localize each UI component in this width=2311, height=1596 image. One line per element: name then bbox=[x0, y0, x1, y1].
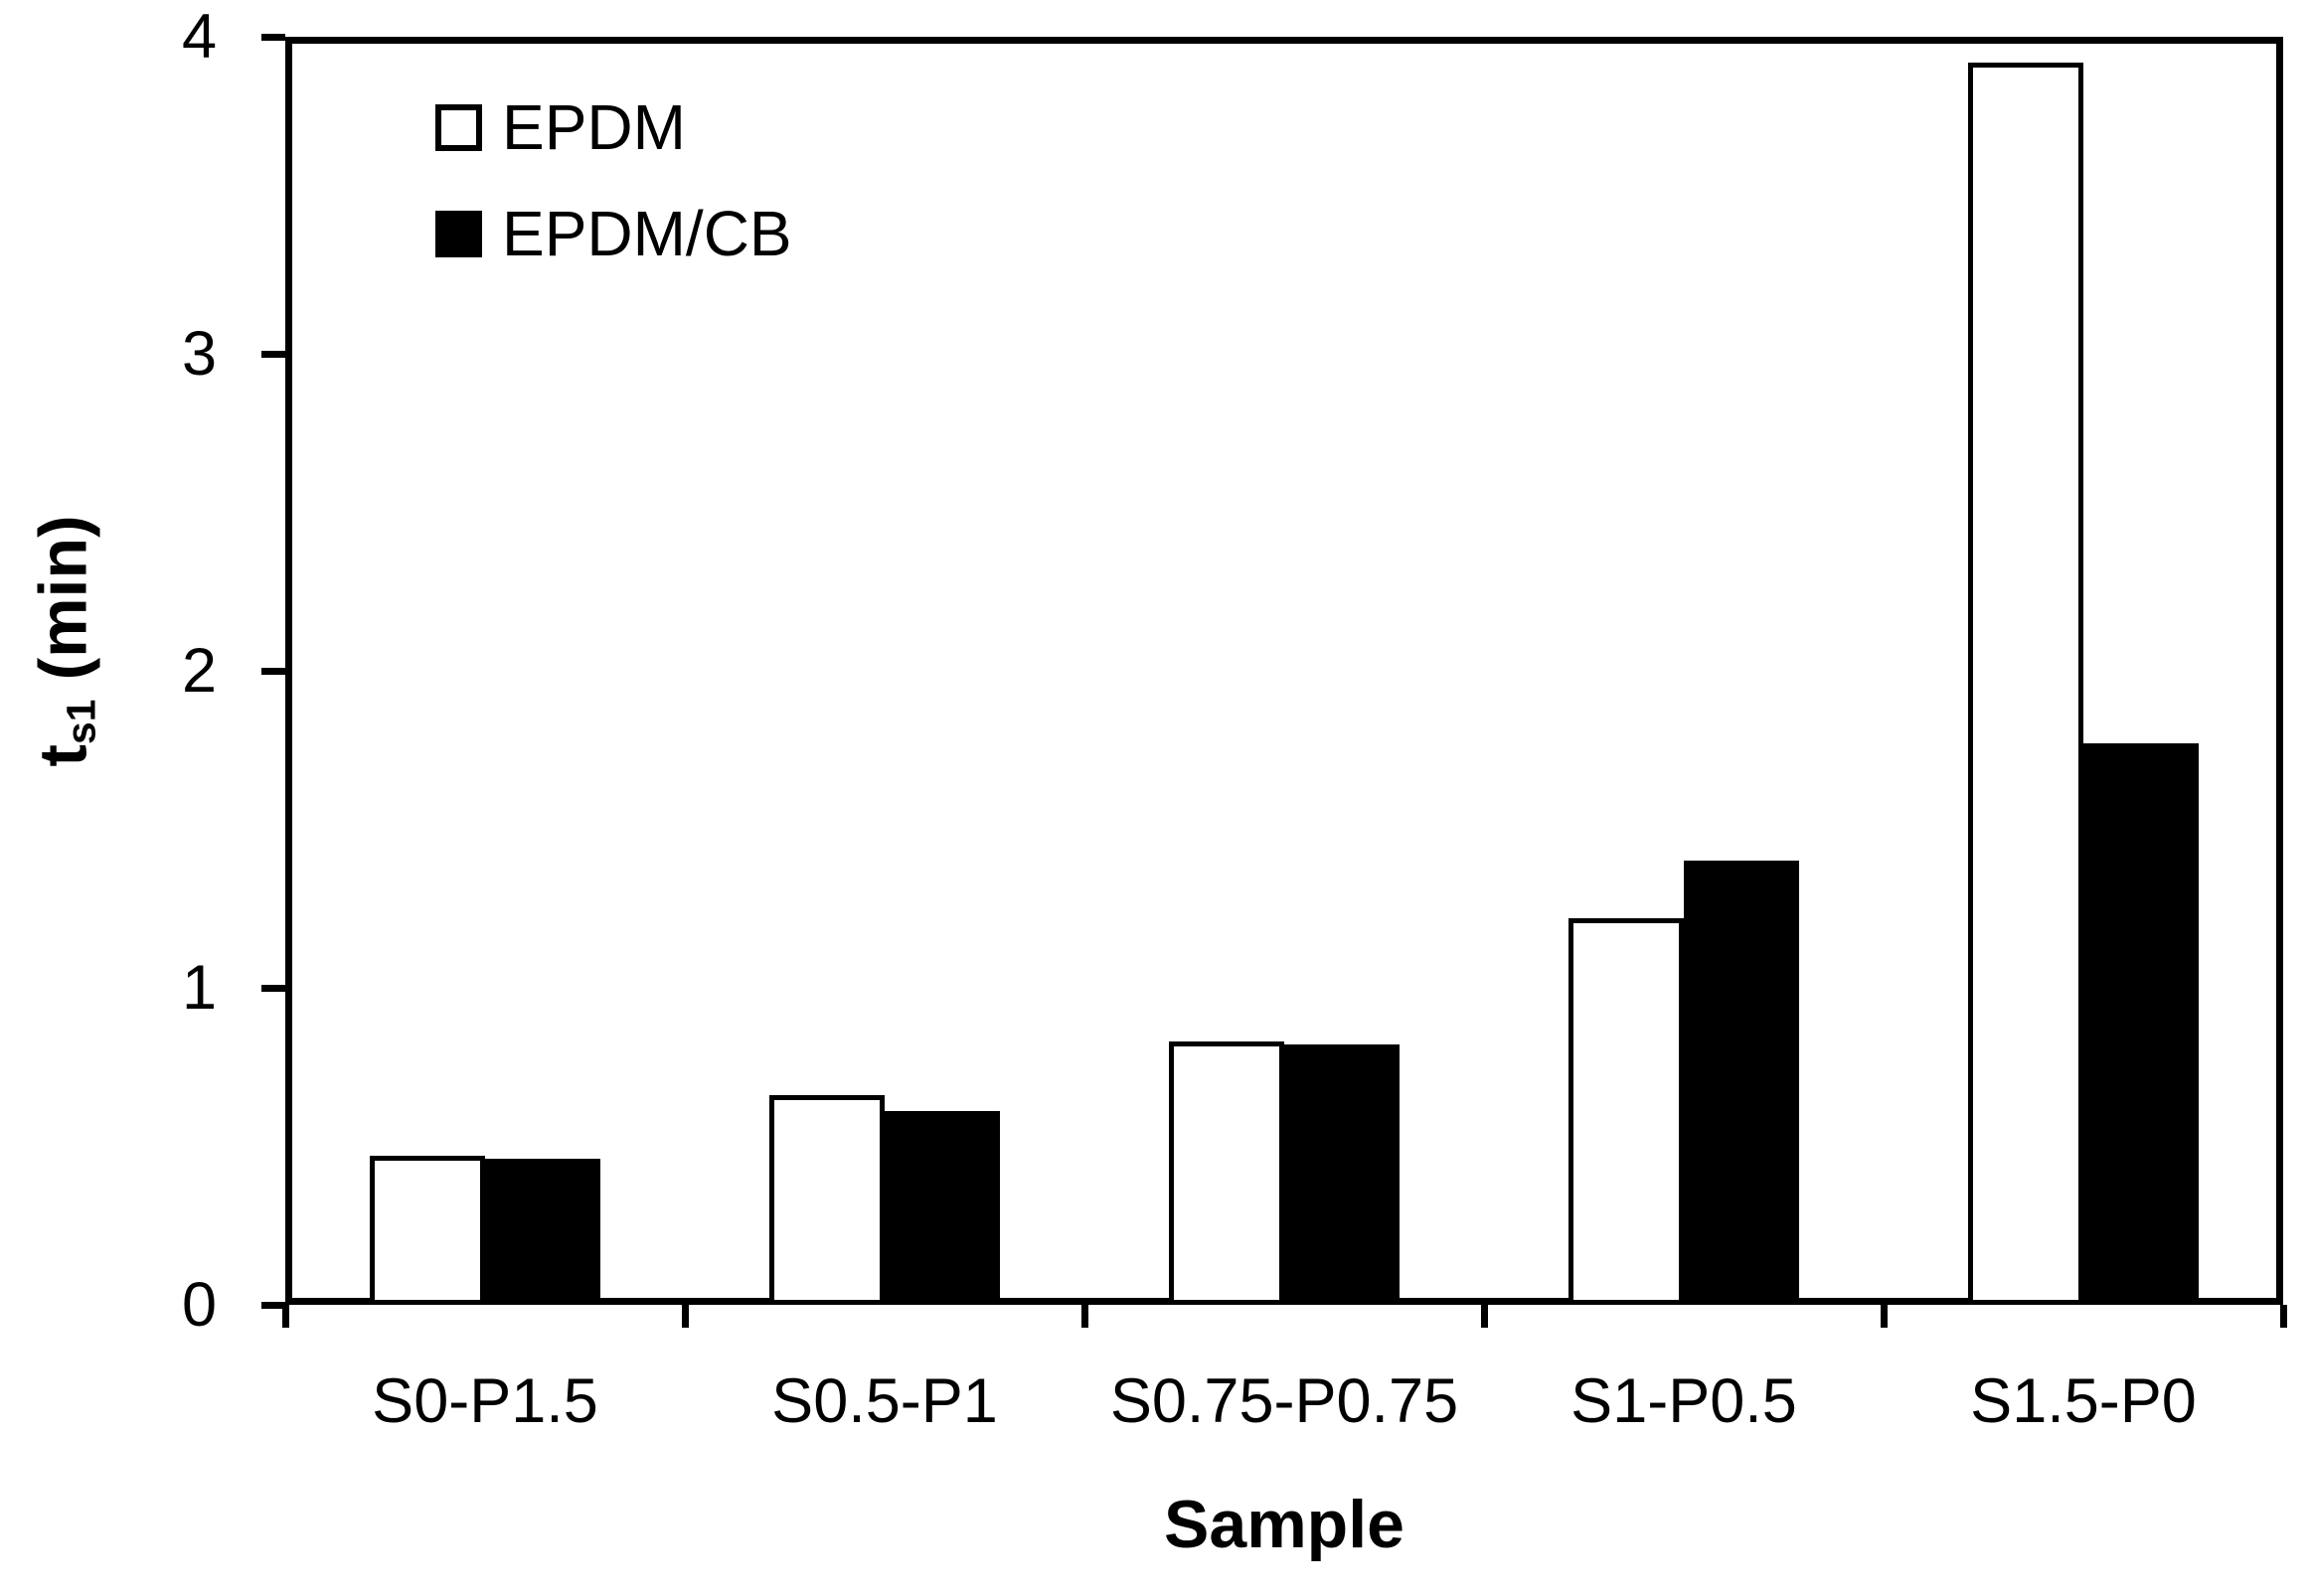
legend-label: EPDM/CB bbox=[502, 198, 792, 269]
y-axis-title-base: t bbox=[25, 743, 101, 767]
x-tick-label-s0-p1-5: S0-P1.5 bbox=[372, 1366, 598, 1436]
bar-epdm-s0-5-p1 bbox=[769, 1095, 885, 1305]
bar-epdm-s1-5-p0 bbox=[1968, 63, 2083, 1305]
y-tick-label: 2 bbox=[181, 636, 217, 706]
legend-swatch-epdm-cb bbox=[435, 210, 482, 257]
bar-epdm-cb-s1-5-p0 bbox=[2083, 743, 2199, 1305]
x-tick-label-s1-5-p0: S1.5-P0 bbox=[1970, 1366, 2197, 1436]
y-tick-mark bbox=[261, 984, 285, 992]
bar-epdm-s0-p1-5 bbox=[370, 1156, 485, 1305]
x-tick-mark bbox=[681, 1305, 689, 1328]
x-tick-label-s0-5-p1: S0.5-P1 bbox=[771, 1366, 998, 1436]
y-tick-label: 3 bbox=[181, 319, 217, 389]
bar-epdm-cb-s0-5-p1 bbox=[885, 1111, 1000, 1305]
x-tick-mark bbox=[1480, 1305, 1488, 1328]
x-tick-mark bbox=[2279, 1305, 2287, 1328]
y-axis-title: ts1 (min) bbox=[24, 515, 112, 766]
x-tick-mark bbox=[281, 1305, 289, 1328]
y-tick-mark bbox=[261, 667, 285, 675]
y-axis-title-subscript: s1 bbox=[58, 699, 104, 744]
y-tick-label: 0 bbox=[181, 1270, 217, 1340]
x-tick-mark bbox=[1080, 1305, 1088, 1328]
legend: EPDM EPDM/CB bbox=[435, 95, 792, 308]
bar-epdm-s1-p0-5 bbox=[1568, 918, 1684, 1305]
bar-epdm-s0-75-p0-75 bbox=[1169, 1041, 1284, 1305]
y-tick-label: 4 bbox=[181, 2, 217, 72]
bar-epdm-cb-s1-p0-5 bbox=[1684, 861, 1799, 1305]
legend-swatch-epdm bbox=[435, 103, 482, 151]
legend-item-epdm-cb: EPDM/CB bbox=[435, 202, 792, 265]
x-tick-label-s0-75-p0-75: S0.75-P0.75 bbox=[1109, 1366, 1459, 1436]
y-tick-mark bbox=[261, 1301, 285, 1309]
bar-epdm-cb-s0-75-p0-75 bbox=[1284, 1044, 1400, 1305]
legend-item-epdm: EPDM bbox=[435, 95, 792, 159]
y-tick-label: 1 bbox=[181, 953, 217, 1023]
x-axis-title: Sample bbox=[1164, 1487, 1404, 1562]
bar-epdm-cb-s0-p1-5 bbox=[485, 1159, 600, 1305]
y-axis-title-unit: (min) bbox=[25, 515, 101, 681]
legend-label: EPDM bbox=[502, 91, 686, 163]
x-tick-label-s1-p0-5: S1-P0.5 bbox=[1570, 1366, 1797, 1436]
x-tick-mark bbox=[1880, 1305, 1888, 1328]
y-tick-mark bbox=[261, 33, 285, 41]
y-tick-mark bbox=[261, 350, 285, 358]
